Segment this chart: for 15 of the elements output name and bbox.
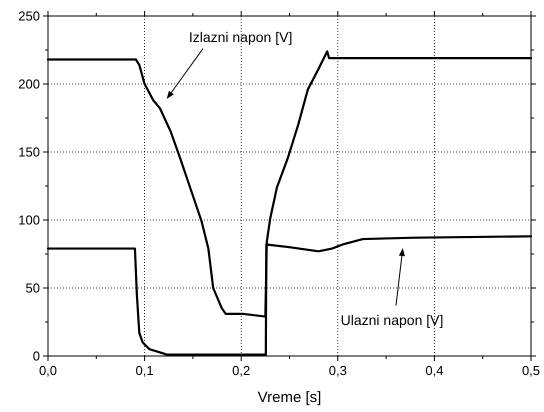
y-tick-label: 150	[18, 144, 40, 160]
x-axis-title: Vreme [s]	[258, 389, 322, 406]
y-tick-label: 250	[18, 8, 40, 24]
x-tick-label: 0,3	[328, 363, 347, 378]
x-tick-label: 0,5	[522, 363, 540, 378]
y-tick-label: 0	[32, 348, 40, 364]
x-tick-label: 0,2	[232, 363, 250, 378]
annotation: Izlazni napon [V]	[188, 29, 292, 45]
annotation: Ulazni napon [V]	[340, 312, 444, 328]
x-tick-label: 0,1	[136, 363, 154, 378]
y-tick-label: 100	[18, 212, 40, 228]
y-tick-label: 50	[26, 280, 40, 296]
x-tick-label: 0,0	[38, 363, 58, 378]
x-tick-label: 0,4	[425, 363, 444, 378]
y-tick-label: 200	[18, 76, 40, 92]
